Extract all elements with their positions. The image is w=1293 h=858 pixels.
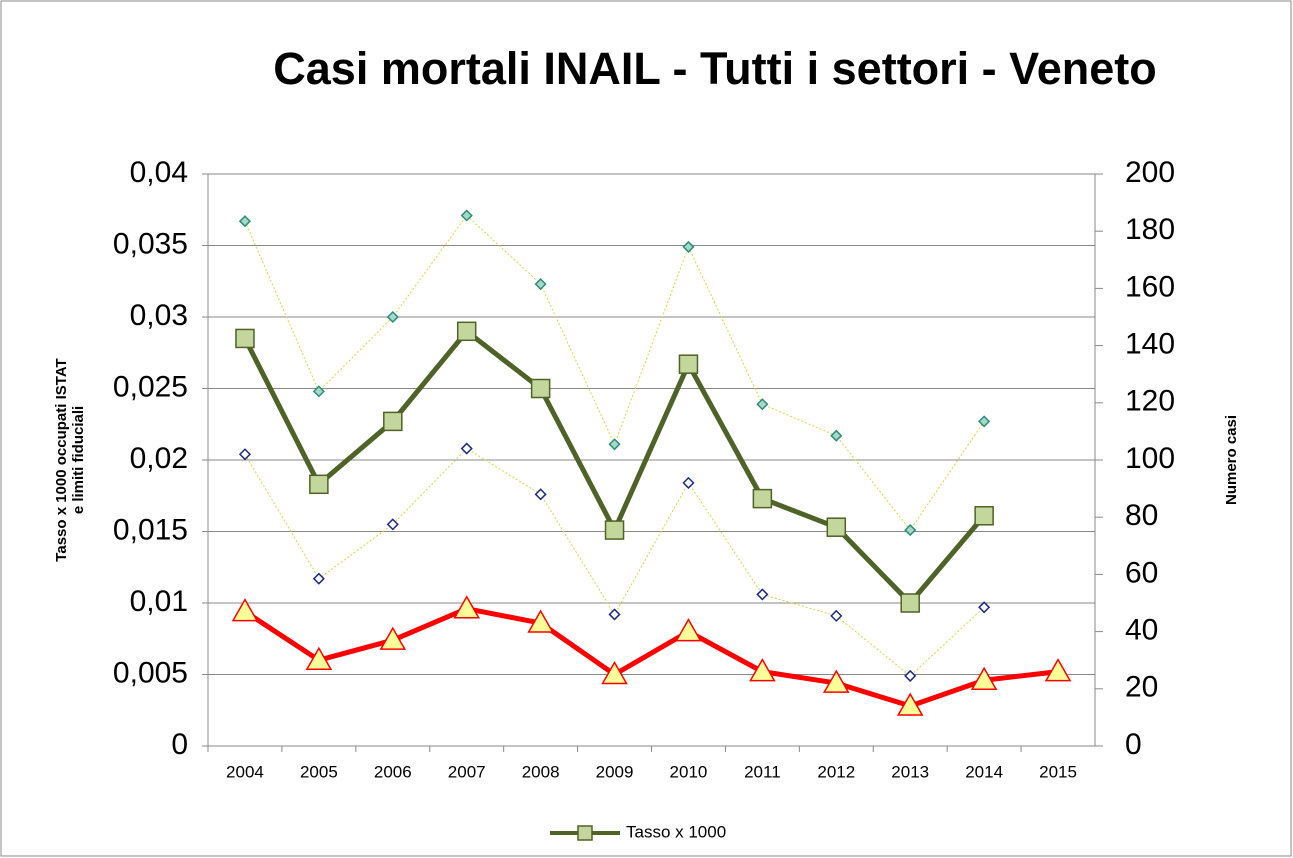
y2-tick-label: 160: [1125, 270, 1175, 303]
marker: [756, 398, 769, 411]
y-axis-title: Tasso x 1000 occupati ISTAT: [53, 358, 70, 561]
y2-tick-label: 200: [1125, 156, 1175, 189]
marker: [460, 442, 473, 455]
series-line: [244, 448, 985, 677]
chart-title: Casi mortali INAIL - Tutti i settori - V…: [273, 43, 1156, 94]
marker: [978, 601, 991, 614]
y-tick-label: 0,04: [130, 156, 188, 189]
y2-tick-label: 140: [1125, 328, 1175, 361]
marker: [896, 692, 924, 716]
marker: [675, 618, 702, 642]
marker: [312, 572, 325, 585]
x-tick-label: 2014: [965, 762, 1003, 781]
y-tick-label: 0,005: [113, 656, 188, 689]
marker: [678, 354, 699, 374]
y-tick-label: 0,025: [113, 370, 188, 403]
legend-marker: [577, 825, 593, 841]
marker: [682, 240, 695, 253]
marker: [608, 608, 621, 621]
marker: [749, 658, 776, 682]
y2-axis-title: Numero casi: [1223, 415, 1240, 505]
marker: [305, 646, 333, 670]
y-axis-title: e limiti fiduciali: [70, 406, 87, 514]
y-tick-label: 0,015: [113, 513, 188, 546]
y2-tick-label: 180: [1125, 213, 1175, 246]
marker: [756, 588, 769, 601]
marker: [386, 518, 399, 531]
y2-tick-label: 100: [1125, 442, 1175, 475]
marker: [238, 448, 252, 461]
marker: [460, 209, 473, 222]
marker: [238, 215, 252, 228]
marker: [527, 609, 554, 633]
x-tick-label: 2004: [226, 762, 264, 781]
y-tick-label: 0,03: [130, 299, 188, 332]
marker: [974, 506, 994, 526]
x-tick-label: 2008: [522, 762, 560, 781]
y-tick-label: 0,02: [130, 442, 188, 475]
x-tick-label: 2006: [374, 762, 412, 781]
y2-tick-label: 60: [1125, 556, 1158, 589]
marker: [826, 517, 847, 537]
marker: [604, 520, 625, 540]
x-tick-label: 2009: [596, 762, 634, 781]
y2-tick-label: 0: [1125, 728, 1142, 761]
marker: [970, 666, 998, 690]
marker: [386, 310, 399, 324]
marker: [312, 385, 325, 398]
marker: [822, 669, 850, 693]
marker: [904, 669, 917, 682]
marker: [682, 476, 695, 489]
marker: [383, 411, 403, 432]
marker: [752, 488, 773, 509]
marker: [534, 278, 547, 291]
x-tick-label: 2013: [891, 762, 929, 781]
x-tick-label: 2010: [670, 762, 708, 781]
y-tick-label: 0,035: [113, 227, 188, 260]
x-tick-label: 2015: [1039, 762, 1077, 781]
y-tick-label: 0,01: [130, 585, 188, 618]
marker: [534, 488, 547, 501]
marker: [900, 593, 920, 613]
x-tick-label: 2005: [300, 762, 338, 781]
y2-tick-label: 20: [1125, 671, 1158, 704]
marker: [456, 321, 477, 342]
marker: [978, 415, 991, 428]
marker: [830, 429, 843, 442]
y2-tick-label: 40: [1125, 614, 1158, 647]
marker: [453, 595, 481, 619]
marker: [1044, 658, 1072, 682]
x-tick-label: 2011: [744, 762, 781, 781]
y2-tick-label: 120: [1125, 385, 1175, 418]
marker: [530, 378, 551, 399]
marker: [379, 626, 407, 650]
marker: [608, 438, 621, 451]
x-tick-label: 2012: [817, 762, 855, 781]
marker: [309, 474, 329, 495]
legend-label: Tasso x 1000: [626, 822, 726, 841]
marker: [601, 660, 628, 685]
marker: [235, 328, 255, 349]
marker: [231, 598, 259, 622]
y-tick-label: 0: [171, 728, 188, 761]
x-tick-label: 2007: [448, 762, 486, 781]
marker: [904, 524, 917, 537]
y2-tick-label: 80: [1125, 499, 1158, 532]
marker: [830, 609, 843, 622]
series-line: [243, 606, 1059, 709]
